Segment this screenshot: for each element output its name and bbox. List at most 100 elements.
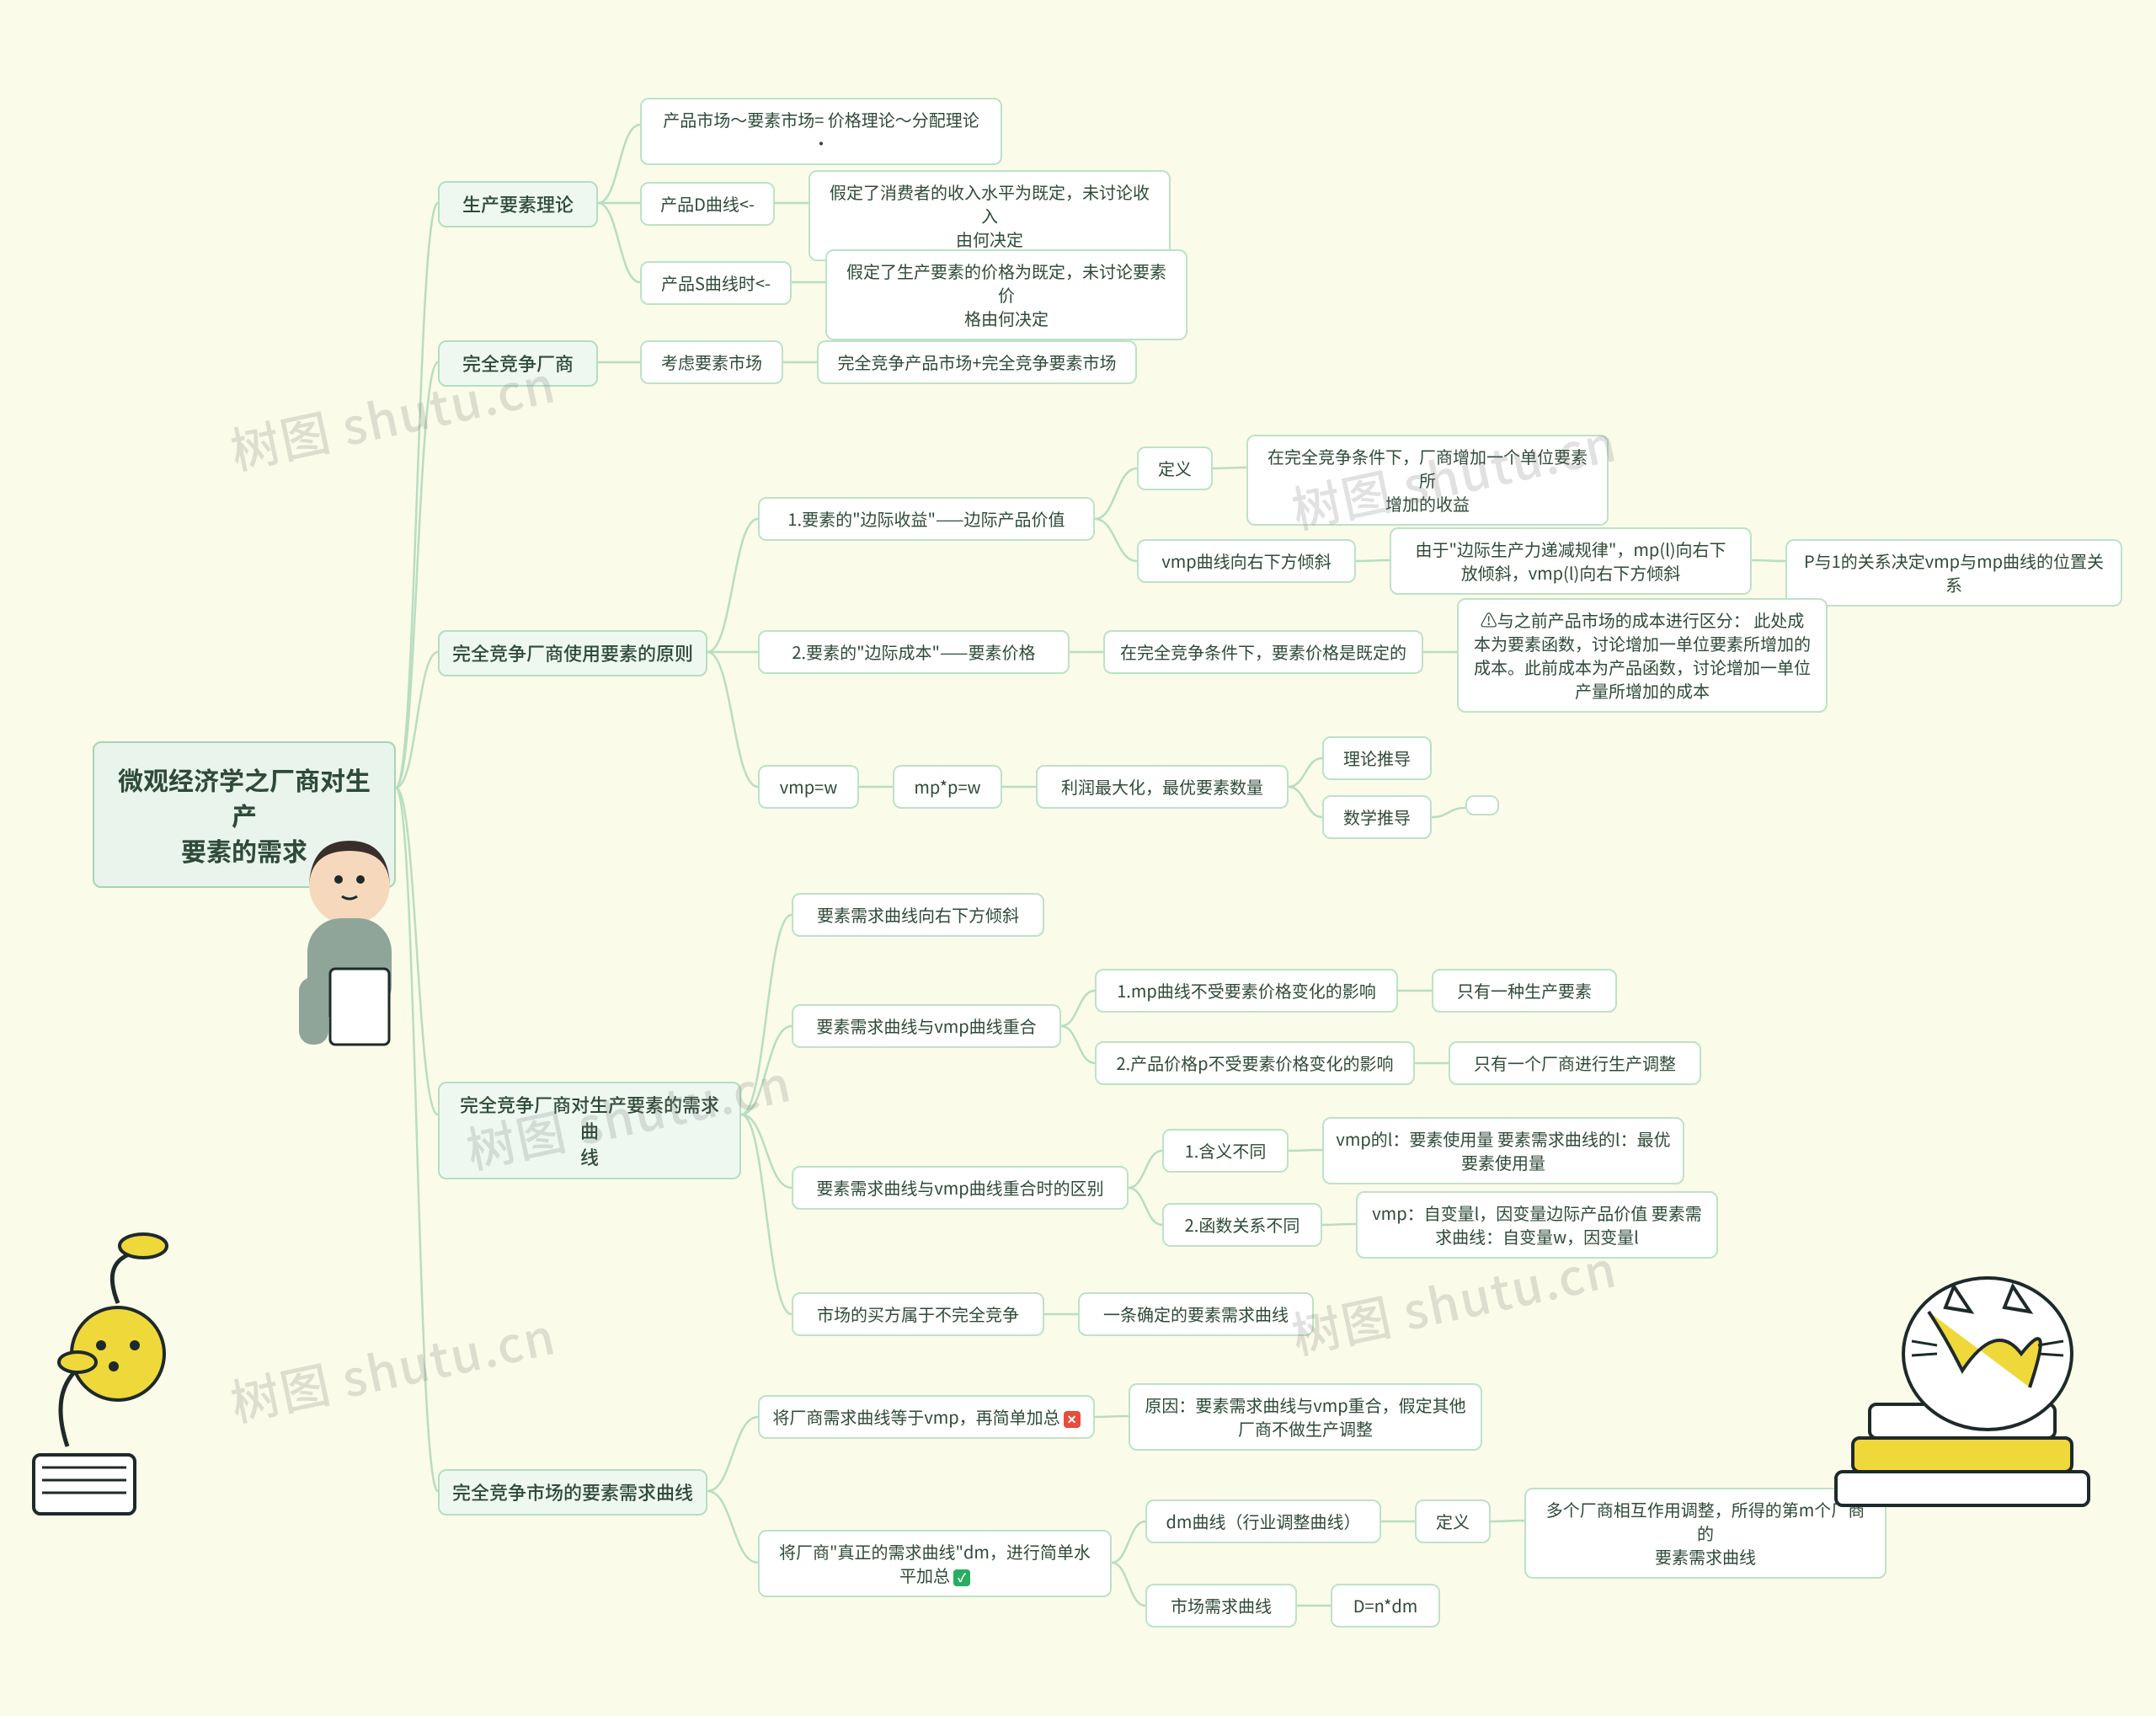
node-label: D=n*dm	[1353, 1593, 1418, 1617]
mindmap-node[interactable]: P与1的关系决定vmp与mp曲线的位置关系	[1785, 539, 2122, 607]
mindmap-node[interactable]: 要素需求曲线与vmp曲线重合时的区别	[792, 1166, 1129, 1210]
node-label: 定义	[1158, 456, 1192, 480]
node-label: 理论推导	[1343, 746, 1411, 770]
node-label: 假定了生产要素的价格为既定，未讨论要素价 格由何决定	[846, 259, 1166, 330]
node-label: 原因：要素需求曲线与vmp重合，假定其他 厂商不做生产调整	[1145, 1393, 1465, 1441]
mindmap-node[interactable]: 由于"边际生产力递减规律"，mp(l)向右下 放倾斜，vmp(l)向右下方倾斜	[1390, 527, 1752, 595]
mindmap-node[interactable]: 利润最大化，最优要素数量	[1036, 765, 1289, 809]
cross-icon: ✕	[1064, 1411, 1081, 1428]
mindmap-node[interactable]: 产品市场～要素市场= 价格理论～分配理论 ·	[640, 98, 1002, 165]
node-label: 完全竞争产品市场+完全竞争要素市场	[837, 350, 1116, 374]
connector	[707, 1417, 758, 1491]
mindmap-node[interactable]: 将厂商需求曲线等于vmp，再简单加总✕	[758, 1395, 1095, 1439]
mindmap-node[interactable]: mp*p=w	[893, 765, 1002, 809]
mindmap-node[interactable]: 数学推导	[1322, 795, 1432, 839]
connector	[1289, 758, 1322, 787]
mindmap-node[interactable]: 2.要素的"边际成本"——要素价格	[758, 630, 1070, 674]
mindmap-node[interactable]: 1.要素的"边际收益"——边际产品价值	[758, 497, 1095, 541]
node-label: 只有一种生产要素	[1457, 978, 1592, 1002]
mindmap-node[interactable]: 完全竞争产品市场+完全竞争要素市场	[817, 340, 1137, 384]
mindmap-node[interactable]: 只有一种生产要素	[1432, 969, 1617, 1013]
node-label: 考虑要素市场	[661, 350, 762, 374]
connector	[1752, 560, 1785, 561]
connector	[741, 1115, 792, 1188]
node-label: 产品S曲线时<-	[661, 270, 771, 295]
mindmap-node[interactable]: 完全竞争市场的要素需求曲线	[438, 1469, 707, 1516]
mindmap-node[interactable]: 市场的买方属于不完全竞争	[792, 1292, 1044, 1336]
node-label: 由于"边际生产力递减规律"，mp(l)向右下 放倾斜，vmp(l)向右下方倾斜	[1415, 537, 1726, 585]
mindmap-node[interactable]: 一条确定的要素需求曲线	[1078, 1292, 1314, 1336]
connector	[1289, 1150, 1322, 1151]
node-label: P与1的关系决定vmp与mp曲线的位置关系	[1804, 548, 2104, 596]
node-label: 1.mp曲线不受要素价格变化的影响	[1117, 978, 1376, 1002]
mindmap-node[interactable]: 考虑要素市场	[640, 340, 783, 384]
cat-illustration	[1802, 1261, 2105, 1548]
mindmap-node[interactable]: 定义	[1137, 446, 1213, 490]
node-label: 市场需求曲线	[1171, 1593, 1272, 1617]
node-label: 生产要素理论	[462, 190, 574, 217]
mindmap-node[interactable]: dm曲线（行业调整曲线）	[1145, 1499, 1381, 1543]
plant-illustration	[17, 1227, 236, 1531]
mindmap-node[interactable]: vmp的l：要素使用量 要素需求曲线的l：最优 要素使用量	[1322, 1117, 1684, 1184]
mindmap-node[interactable]: 1.含义不同	[1162, 1129, 1289, 1173]
mindmap-node[interactable]: 理论推导	[1322, 736, 1432, 780]
mindmap-node[interactable]: 2.函数关系不同	[1162, 1203, 1322, 1247]
node-label: 2.要素的"边际成本"——要素价格	[792, 639, 1035, 664]
connector	[1432, 808, 1465, 817]
mindmap-node[interactable]: ⚠与之前产品市场的成本进行区分： 此处成 本为要素函数，讨论增加一单位要素所增加…	[1457, 598, 1828, 713]
mindmap-node[interactable]: 只有一个厂商进行生产调整	[1449, 1041, 1701, 1085]
node-label: 只有一个厂商进行生产调整	[1474, 1050, 1676, 1075]
mindmap-node[interactable]: vmp曲线向右下方倾斜	[1137, 539, 1356, 583]
connector	[1289, 787, 1322, 817]
connector	[598, 125, 640, 203]
mindmap-node[interactable]: 将厂商"真正的需求曲线"dm，进行简单水 平加总✓	[758, 1530, 1112, 1597]
check-icon: ✓	[953, 1569, 970, 1586]
node-label: 2.函数关系不同	[1185, 1212, 1300, 1237]
connector	[1112, 1521, 1145, 1563]
mindmap-node[interactable]: 在完全竞争条件下，要素价格是既定的	[1103, 630, 1423, 674]
mindmap-node[interactable]: 定义	[1415, 1499, 1491, 1543]
node-label: 在完全竞争条件下，厂商增加一个单位要素所 增加的收益	[1267, 444, 1588, 516]
mindmap-node[interactable]	[1465, 795, 1499, 815]
connector	[598, 203, 640, 282]
mindmap-node[interactable]: 在完全竞争条件下，厂商增加一个单位要素所 增加的收益	[1246, 435, 1609, 526]
mindmap-node[interactable]: 要素需求曲线向右下方倾斜	[792, 893, 1044, 937]
node-label: mp*p=w	[914, 774, 980, 799]
mindmap-node[interactable]: 要素需求曲线与vmp曲线重合	[792, 1004, 1061, 1048]
mindmap-node[interactable]: 假定了生产要素的价格为既定，未讨论要素价 格由何决定	[825, 249, 1187, 340]
mindmap-node[interactable]: 1.mp曲线不受要素价格变化的影响	[1095, 969, 1398, 1013]
node-label: 1.要素的"边际收益"——边际产品价值	[787, 506, 1065, 531]
mindmap-node[interactable]: 假定了消费者的收入水平为既定，未讨论收入 由何决定	[808, 170, 1171, 261]
node-label: 产品D曲线<-	[660, 191, 755, 216]
connector	[1129, 1151, 1162, 1188]
mindmap-node[interactable]: D=n*dm	[1331, 1584, 1440, 1628]
mindmap-node[interactable]: vmp=w	[758, 765, 859, 809]
watermark-text: 树图 shutu.cn	[224, 1297, 562, 1435]
connector	[1061, 991, 1095, 1026]
connector	[1129, 1188, 1162, 1225]
mindmap-node[interactable]: 完全竞争厂商	[438, 340, 598, 387]
node-label: 数学推导	[1343, 805, 1411, 829]
connector	[1095, 1416, 1129, 1417]
mindmap-node[interactable]: 生产要素理论	[438, 181, 598, 227]
mindmap-node[interactable]: 产品D曲线<-	[640, 182, 775, 226]
node-label: 将厂商"真正的需求曲线"dm，进行简单水 平加总	[779, 1539, 1091, 1587]
node-label: 完全竞争厂商使用要素的原则	[452, 639, 693, 666]
node-label: vmp曲线向右下方倾斜	[1161, 548, 1331, 573]
connector	[1061, 1026, 1095, 1063]
node-label: 市场的买方属于不完全竞争	[817, 1302, 1019, 1326]
mindmap-node[interactable]: 产品S曲线时<-	[640, 261, 792, 305]
connector	[1112, 1563, 1145, 1606]
mindmap-node[interactable]: 原因：要素需求曲线与vmp重合，假定其他 厂商不做生产调整	[1129, 1383, 1482, 1451]
node-label: 在完全竞争条件下，要素价格是既定的	[1120, 639, 1406, 664]
mindmap-node[interactable]: 完全竞争厂商对生产要素的需求曲 线	[438, 1082, 741, 1179]
connector	[741, 915, 792, 1115]
mindmap-node[interactable]: 市场需求曲线	[1145, 1584, 1297, 1628]
mindmap-node[interactable]: 完全竞争厂商使用要素的原则	[438, 630, 707, 676]
mindmap-node[interactable]: vmp：自变量l，因变量边际产品价值 要素需 求曲线：自变量w，因变量l	[1356, 1191, 1718, 1259]
mindmap-node[interactable]: 2.产品价格p不受要素价格变化的影响	[1095, 1041, 1415, 1085]
connector	[1356, 560, 1390, 561]
node-label: ⚠与之前产品市场的成本进行区分： 此处成 本为要素函数，讨论增加一单位要素所增加…	[1474, 607, 1811, 703]
connector	[1095, 468, 1137, 519]
node-label: dm曲线（行业调整曲线）	[1166, 1509, 1361, 1533]
